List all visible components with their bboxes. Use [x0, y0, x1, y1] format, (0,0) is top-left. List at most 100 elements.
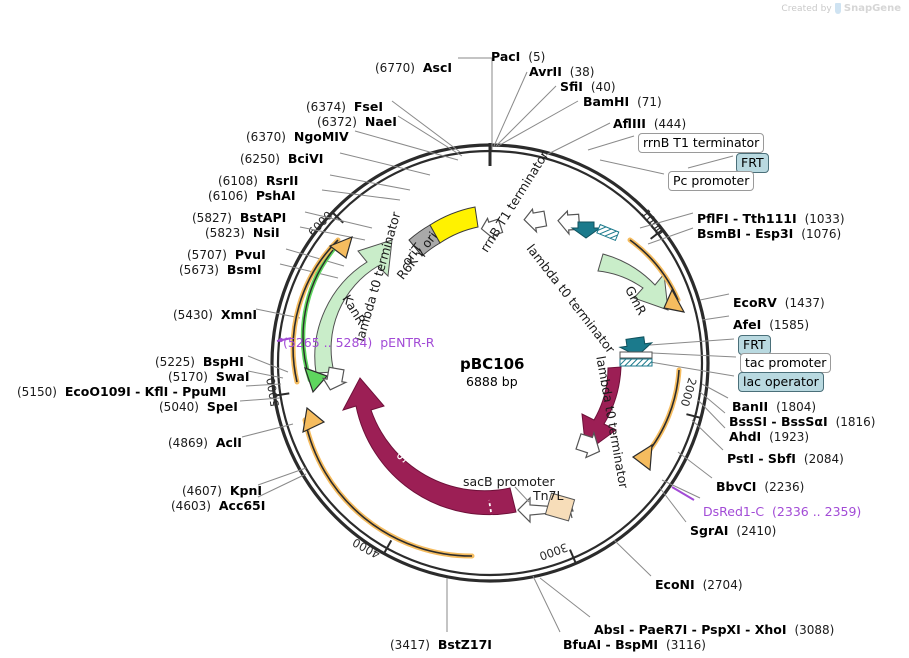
- restriction-site-label: (6770) AscI: [375, 60, 453, 75]
- site-enzyme: PvuI: [234, 247, 266, 262]
- leader-lines-right: [587, 135, 737, 577]
- restriction-site-label: (5707) PvuI: [187, 247, 266, 262]
- primer-name: pENTR-R: [380, 335, 435, 350]
- site-enzyme: PflFI - Tth111I: [697, 211, 797, 226]
- spacer: [258, 173, 266, 188]
- credit-prefix: Created by: [781, 3, 832, 14]
- feature-label-box: FRT: [738, 335, 771, 355]
- svg-text:3000: 3000: [537, 540, 569, 563]
- site-position: (2084): [803, 452, 844, 466]
- site-position: (1816): [835, 415, 876, 429]
- feature-orit-r6k: [408, 206, 479, 257]
- restriction-site-label: BssSI - BssSαI (1816): [729, 414, 876, 429]
- site-enzyme: AflIII: [613, 116, 646, 131]
- site-enzyme: BspHI: [202, 354, 244, 369]
- annotation-arrow-sacb: [302, 406, 475, 559]
- site-enzyme: PacI: [491, 49, 521, 64]
- spacer: [764, 504, 772, 519]
- svg-text:4000: 4000: [350, 535, 382, 561]
- primer-ticks: [276, 337, 695, 501]
- restriction-site-label: BfuAI - BspMI (3116): [563, 637, 706, 652]
- feature-mplum: [581, 366, 622, 453]
- site-position: (5827): [192, 211, 232, 225]
- site-position: (1585): [769, 318, 810, 332]
- site-position: (5225): [155, 355, 195, 369]
- spacer: [562, 64, 570, 79]
- restriction-site-label: SfiI (40): [560, 79, 616, 94]
- spacer: [430, 637, 438, 652]
- spacer: [695, 577, 703, 592]
- restriction-site-label: (5150) EcoO109I - KflI - PpuMI: [17, 385, 226, 399]
- site-enzyme: Acc65I: [218, 498, 266, 513]
- spacer: [211, 498, 219, 513]
- site-position: (1804): [776, 400, 817, 414]
- restriction-site-label: BbvCI (2236): [716, 480, 804, 494]
- spacer: [248, 188, 256, 203]
- site-enzyme: BanII: [732, 399, 769, 414]
- spacer: [227, 247, 235, 262]
- site-position: (6372): [317, 115, 357, 129]
- inner-feature-label: Tn7L: [533, 488, 564, 503]
- primer-name: DsRed1-C: [703, 504, 765, 519]
- site-position: (3116): [666, 638, 706, 652]
- restriction-site-label: AfeI (1585): [733, 317, 810, 332]
- feature-gmr: [597, 253, 669, 311]
- spacer: [646, 116, 654, 131]
- site-position: (1923): [769, 430, 810, 444]
- restriction-site-label: (6374) FseI: [306, 99, 383, 114]
- restriction-site-label: (4869) AclI: [168, 436, 242, 450]
- spacer: [583, 79, 591, 94]
- restriction-site-label: AflIII (444): [613, 116, 686, 131]
- annotation-arrow-gmr: [627, 237, 686, 313]
- spacer: [761, 429, 769, 444]
- restriction-site-label: (5827) BstAPI: [192, 210, 287, 225]
- site-position: (4603): [171, 499, 211, 513]
- site-enzyme: BamHI: [583, 94, 630, 109]
- site-enzyme: AscI: [422, 60, 453, 75]
- site-enzyme: EcoNI: [655, 577, 695, 592]
- leader-lines-bottom: [446, 575, 591, 633]
- restriction-site-label: (5170) SwaI: [168, 370, 250, 384]
- site-position: (5823): [205, 226, 245, 240]
- site-position: (2410): [736, 524, 777, 538]
- feature-label-box: tac promoter: [740, 353, 832, 373]
- spacer: [245, 225, 253, 240]
- spacer: [219, 262, 227, 277]
- site-enzyme: FseI: [353, 99, 383, 114]
- restriction-site-label: (4603) Acc65I: [171, 498, 266, 513]
- restriction-site-label: AhdI (1923): [729, 429, 810, 444]
- spacer: [357, 114, 365, 129]
- site-enzyme: AfeI: [733, 317, 762, 332]
- primer-label: DsRed1-C (2336 .. 2359): [703, 504, 861, 519]
- restriction-site-label: (5430) XmnI: [173, 307, 257, 322]
- site-position: (38): [569, 65, 595, 79]
- plasmid-size: 6888 bp: [466, 374, 518, 389]
- site-enzyme: BfuAI - BspMI: [563, 637, 659, 652]
- site-position: (6106): [208, 189, 248, 203]
- spacer: [213, 307, 221, 322]
- restriction-site-label: (6372) NaeI: [317, 114, 397, 129]
- site-enzyme: BciVI: [287, 151, 324, 166]
- site-position: (6770): [375, 61, 415, 75]
- spacer: [280, 151, 288, 166]
- site-position: (6374): [306, 100, 346, 114]
- snapgene-credit: Created by SnapGene: [781, 3, 901, 14]
- site-position: (5): [528, 50, 546, 64]
- site-position: (5430): [173, 308, 213, 322]
- site-enzyme: BstAPI: [239, 210, 287, 225]
- site-position: (71): [637, 95, 662, 109]
- site-enzyme: KpnI: [229, 483, 263, 498]
- feature-label-box: rrnB T1 terminator: [638, 133, 765, 153]
- site-position: (5170): [168, 370, 208, 384]
- site-enzyme: BssSI - BssSαI: [729, 414, 828, 429]
- feature-kanr: [314, 239, 393, 374]
- site-enzyme: BstZ17I: [437, 637, 492, 652]
- site-position: (6250): [240, 152, 280, 166]
- primer-range: (5265 .. 5284): [283, 335, 373, 350]
- spacer: [629, 94, 637, 109]
- restriction-site-label: (6106) PshAI: [208, 188, 295, 203]
- restriction-site-label: PflFI - Tth111I (1033): [697, 211, 845, 226]
- spacer: [761, 317, 769, 332]
